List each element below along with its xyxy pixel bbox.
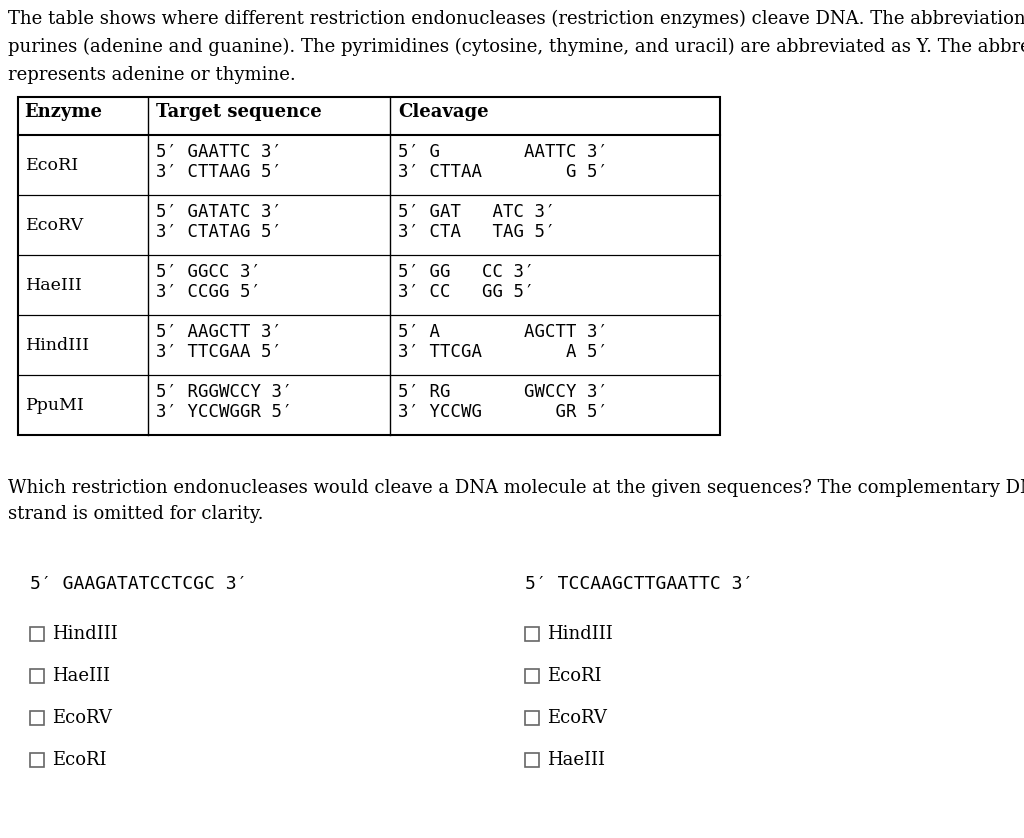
Text: 3′ CCGG 5′: 3′ CCGG 5′ bbox=[156, 283, 261, 301]
Text: The table shows where different restriction endonucleases (restriction enzymes) : The table shows where different restrict… bbox=[8, 10, 1024, 28]
Text: HindIII: HindIII bbox=[26, 337, 90, 354]
Text: 3′ CTA   TAG 5′: 3′ CTA TAG 5′ bbox=[398, 223, 555, 241]
Text: 5′ GAAGATATCCTCGC 3′: 5′ GAAGATATCCTCGC 3′ bbox=[30, 575, 248, 593]
Text: HindIII: HindIII bbox=[547, 625, 612, 643]
Bar bbox=[30, 627, 44, 641]
Text: 5′ GG   CC 3′: 5′ GG CC 3′ bbox=[398, 263, 535, 281]
Text: 5′ GAATTC 3′: 5′ GAATTC 3′ bbox=[156, 142, 282, 161]
Bar bbox=[18, 97, 720, 435]
Text: Enzyme: Enzyme bbox=[24, 103, 102, 121]
Text: EcoRV: EcoRV bbox=[547, 709, 607, 727]
Bar bbox=[525, 711, 539, 725]
Text: HaeIII: HaeIII bbox=[26, 277, 83, 293]
Text: 3′ TTCGAA 5′: 3′ TTCGAA 5′ bbox=[156, 344, 282, 361]
Text: 3′ CTATAG 5′: 3′ CTATAG 5′ bbox=[156, 223, 282, 241]
Text: 3′ TTCGA        A 5′: 3′ TTCGA A 5′ bbox=[398, 344, 608, 361]
Text: purines (adenine and guanine). The pyrimidines (cytosine, thymine, and uracil) a: purines (adenine and guanine). The pyrim… bbox=[8, 38, 1024, 56]
Text: 5′ AAGCTT 3′: 5′ AAGCTT 3′ bbox=[156, 323, 282, 341]
Text: 3′ YCCWGGR 5′: 3′ YCCWGGR 5′ bbox=[156, 403, 293, 422]
Text: 3′ CTTAAG 5′: 3′ CTTAAG 5′ bbox=[156, 163, 282, 181]
Text: 5′ A        AGCTT 3′: 5′ A AGCTT 3′ bbox=[398, 323, 608, 341]
Text: 3′ CTTAA        G 5′: 3′ CTTAA G 5′ bbox=[398, 163, 608, 181]
Text: HaeIII: HaeIII bbox=[547, 751, 605, 769]
Text: strand is omitted for clarity.: strand is omitted for clarity. bbox=[8, 505, 263, 523]
Text: EcoRV: EcoRV bbox=[26, 216, 84, 234]
Text: 5′ GAT   ATC 3′: 5′ GAT ATC 3′ bbox=[398, 203, 555, 220]
Text: 3′ CC   GG 5′: 3′ CC GG 5′ bbox=[398, 283, 535, 301]
Bar bbox=[30, 711, 44, 725]
Text: EcoRV: EcoRV bbox=[52, 709, 112, 727]
Bar bbox=[525, 627, 539, 641]
Text: 5′ G        AATTC 3′: 5′ G AATTC 3′ bbox=[398, 142, 608, 161]
Text: 5′ RGGWCCY 3′: 5′ RGGWCCY 3′ bbox=[156, 383, 293, 401]
Text: Cleavage: Cleavage bbox=[398, 103, 488, 121]
Text: HaeIII: HaeIII bbox=[52, 667, 110, 685]
Text: HindIII: HindIII bbox=[52, 625, 118, 643]
Bar bbox=[30, 669, 44, 683]
Text: 5′ GGCC 3′: 5′ GGCC 3′ bbox=[156, 263, 261, 281]
Text: Which restriction endonucleases would cleave a DNA molecule at the given sequenc: Which restriction endonucleases would cl… bbox=[8, 479, 1024, 497]
Bar bbox=[525, 753, 539, 767]
Text: EcoRI: EcoRI bbox=[547, 667, 601, 685]
Text: 5′ RG       GWCCY 3′: 5′ RG GWCCY 3′ bbox=[398, 383, 608, 401]
Text: represents adenine or thymine.: represents adenine or thymine. bbox=[8, 66, 296, 84]
Bar bbox=[30, 753, 44, 767]
Text: 3′ YCCWG       GR 5′: 3′ YCCWG GR 5′ bbox=[398, 403, 608, 422]
Text: PpuMI: PpuMI bbox=[26, 396, 85, 413]
Bar bbox=[525, 669, 539, 683]
Text: 5′ TCCAAGCTTGAATTC 3′: 5′ TCCAAGCTTGAATTC 3′ bbox=[525, 575, 754, 593]
Text: 5′ GATATC 3′: 5′ GATATC 3′ bbox=[156, 203, 282, 220]
Text: Target sequence: Target sequence bbox=[156, 103, 322, 121]
Text: EcoRI: EcoRI bbox=[52, 751, 106, 769]
Text: EcoRI: EcoRI bbox=[26, 157, 79, 173]
